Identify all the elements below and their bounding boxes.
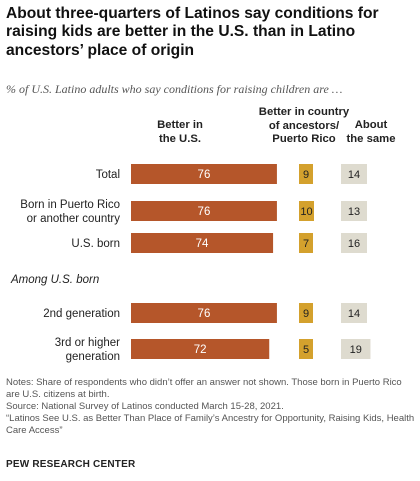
column-header-line: Better in country [258,106,350,118]
data-label-better-us: 76 [198,308,211,320]
column-header-better-ancestors: Better in country of ancestors/ Puerto R… [252,106,356,147]
column-header-line: About [354,119,388,131]
column-header-same: About the same [336,119,406,146]
bar-better-ancestors [299,164,313,184]
bar-about-same [341,201,367,221]
bar-better-us [131,201,277,221]
column-header-line: Better in [157,119,203,131]
bar-about-same [341,303,367,323]
data-label-better-ancestors: 7 [303,238,309,250]
bar-better-ancestors [299,201,314,221]
data-label-better-ancestors: 10 [300,206,312,218]
data-label-better-ancestors: 5 [303,344,309,356]
chart-area: Among U.S. born Total 76 9 14 Born in Puerto … [10,164,371,363]
chart-notes: Notes: Share of respondents who didn’t o… [6,377,416,437]
bar-better-us [131,233,274,253]
bar-about-same [341,164,367,184]
data-label-about-same: 13 [348,206,360,218]
row-label: Total [96,169,120,181]
column-header-line: of ancestors/ [268,119,340,132]
section-label: Among U.S. born [10,274,99,286]
bar-better-ancestors [299,303,313,323]
bar-better-ancestors [299,339,313,359]
data-label-better-us: 76 [198,206,211,218]
row-label: U.S. born [71,238,120,250]
data-label-better-us: 72 [194,344,207,356]
report-title-line: “Latinos See U.S. as Better Than Place o… [6,413,415,437]
source-organization: PEW RESEARCH CENTER [6,459,136,470]
data-label-about-same: 16 [348,238,360,250]
data-label-better-ancestors: 9 [303,169,309,181]
source-line: Source: National Survey of Latinos condu… [6,401,284,413]
bar-better-us [131,164,277,184]
data-label-better-us: 74 [196,238,209,250]
row-label: 3rd or higher [55,337,120,349]
bar-about-same [341,339,371,359]
row-label: generation [66,351,120,363]
column-header-line: the U.S. [158,132,202,145]
row-label: or another country [27,213,121,225]
data-label-about-same: 14 [348,308,360,320]
note-line: Notes: Share of respondents who didn’t o… [6,377,402,401]
bar-better-us [131,303,277,323]
row-label: Born in Puerto Rico [20,199,120,211]
bar-better-us [131,339,270,359]
column-header-line: Puerto Rico [272,133,336,145]
chart-subtitle: % of U.S. Latino adults who say conditio… [6,82,343,96]
data-label-better-ancestors: 9 [303,308,309,320]
column-header-better-us: Better in the U.S. [140,119,220,146]
column-header-line: the same [346,132,396,145]
chart-title: About three-quarters of Latinos say cond… [6,5,379,59]
data-label-about-same: 19 [350,344,362,356]
bar-better-ancestors [299,233,313,253]
row-label: 2nd generation [43,308,120,320]
bar-about-same [341,233,367,253]
data-label-about-same: 14 [348,169,360,181]
data-label-better-us: 76 [198,169,211,181]
